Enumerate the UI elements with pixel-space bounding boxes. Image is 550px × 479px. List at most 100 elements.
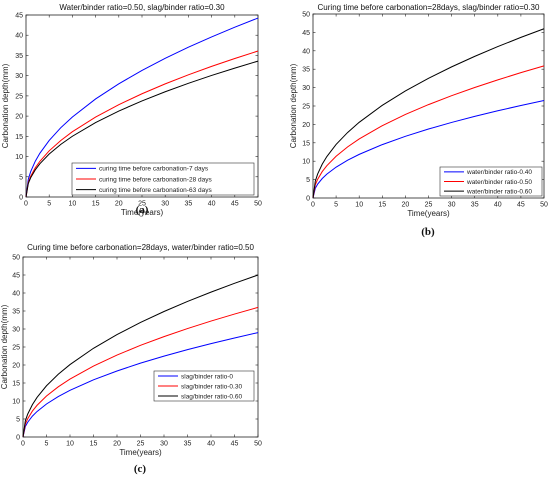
y-tick-label: 30	[15, 73, 23, 80]
x-tick-label: 45	[231, 201, 239, 208]
panel-label: (b)	[421, 226, 435, 238]
legend: water/binder ratio-0.40 water/binder rati…	[439, 166, 543, 197]
legend-box	[71, 162, 255, 196]
x-tick-label: 50	[254, 201, 262, 208]
series-line-3	[22, 274, 259, 438]
x-tick-label: 15	[92, 201, 100, 208]
series-line-1	[25, 17, 259, 198]
legend: curing time before carbonation-7 days cur…	[71, 162, 255, 196]
panel-label: (a)	[136, 204, 149, 216]
chart-title: Water/binder ratio=0.50, slag/binder rat…	[59, 3, 225, 12]
y-tick-label: 35	[302, 67, 310, 74]
y-tick-label: 30	[302, 85, 310, 92]
x-tick-label: 25	[425, 202, 433, 209]
x-tick-label: 35	[471, 202, 479, 209]
x-tick-label: 0	[311, 202, 315, 209]
y-tick-label: 15	[12, 381, 20, 388]
y-tick-label: 45	[302, 30, 310, 37]
y-tick-label: 40	[302, 48, 310, 55]
x-tick-label: 10	[69, 201, 77, 208]
y-tick-label: 40	[15, 33, 23, 40]
y-tick-label: 10	[302, 159, 310, 166]
legend: slag/binder ratio-0 slag/binder ratio-0.3…	[153, 370, 255, 402]
x-tick-label: 0	[21, 441, 25, 448]
y-tick-label: 20	[12, 363, 20, 370]
chart-panel-1: Water/binder ratio=0.50, slag/binder rat…	[1, 3, 262, 217]
y-tick-label: 0	[16, 435, 20, 442]
series-line-2	[312, 65, 545, 199]
chart-title: Curing time before carbonation=28days, s…	[318, 3, 540, 12]
y-tick-label: 5	[16, 417, 20, 424]
x-tick-label: 50	[254, 441, 262, 448]
y-tick-label: 20	[15, 114, 23, 121]
x-tick-label: 35	[185, 201, 193, 208]
x-tick-label: 30	[161, 201, 169, 208]
x-tick-label: 30	[448, 202, 456, 209]
y-tick-label: 0	[306, 196, 310, 203]
legend-entry: water/binder ratio-0.60	[466, 188, 532, 195]
plot-area-frame	[22, 256, 259, 438]
y-tick-label: 25	[12, 345, 20, 352]
y-tick-label: 50	[12, 255, 20, 262]
y-tick-label: 45	[15, 13, 23, 20]
y-tick-label: 40	[12, 291, 20, 298]
x-tick-label: 10	[66, 441, 74, 448]
legend-entry: slag/binder ratio-0	[181, 373, 233, 380]
y-tick-label: 25	[302, 104, 310, 111]
x-tick-label: 25	[138, 201, 146, 208]
x-tick-label: 10	[355, 202, 363, 209]
y-tick-label: 35	[12, 309, 20, 316]
legend-entry: curing time before carbonation-28 days	[99, 176, 212, 183]
panel-label: (c)	[134, 463, 147, 475]
series-line-1	[22, 332, 259, 438]
legend-entry: water/binder ratio-0.50	[466, 179, 532, 186]
chart-panel-3: Curing time before carbonation=28days, w…	[0, 243, 262, 475]
x-tick-label: 20	[113, 441, 121, 448]
x-tick-label: 5	[45, 441, 49, 448]
x-tick-label: 45	[517, 202, 525, 209]
legend-entry: slag/binder ratio-0.60	[181, 393, 242, 400]
x-tick-label: 5	[47, 201, 51, 208]
x-tick-label: 15	[90, 441, 98, 448]
y-tick-label: 5	[306, 177, 310, 184]
x-axis-title: Time(years)	[119, 448, 162, 457]
x-tick-label: 20	[115, 201, 123, 208]
legend-entry: slag/binder ratio-0.30	[181, 383, 242, 390]
y-axis-title: Carbonation depth(mm)	[0, 304, 9, 389]
y-tick-label: 30	[12, 327, 20, 334]
x-tick-label: 15	[378, 202, 386, 209]
chart-title: Curing time before carbonation=28days, w…	[27, 243, 254, 252]
y-tick-label: 25	[15, 93, 23, 100]
x-tick-label: 25	[137, 441, 145, 448]
x-tick-label: 40	[494, 202, 502, 209]
y-tick-label: 50	[302, 12, 310, 19]
series-line-3	[25, 60, 259, 198]
series-line-1	[312, 99, 545, 199]
x-tick-label: 40	[208, 201, 216, 208]
x-tick-label: 45	[231, 441, 239, 448]
x-tick-label: 35	[184, 441, 192, 448]
y-tick-label: 10	[12, 399, 20, 406]
y-tick-label: 10	[15, 154, 23, 161]
y-tick-label: 15	[15, 134, 23, 141]
y-axis-title: Carbonation depth(mm)	[1, 63, 10, 148]
y-tick-label: 45	[12, 273, 20, 280]
legend-entry: curing time before carbonation-63 days	[99, 187, 212, 194]
x-axis-title: Time(years)	[407, 209, 450, 218]
y-tick-label: 20	[302, 122, 310, 129]
y-tick-label: 35	[15, 53, 23, 60]
y-tick-label: 15	[302, 140, 310, 147]
y-tick-label: 0	[19, 195, 23, 202]
x-axis-title: Time(years)	[121, 208, 164, 217]
legend-entry: curing time before carbonation-7 days	[99, 166, 209, 173]
y-axis-title: Carbonation depth(mm)	[289, 63, 298, 148]
x-tick-label: 0	[24, 201, 28, 208]
x-tick-label: 30	[160, 441, 168, 448]
y-tick-label: 5	[19, 174, 23, 181]
x-tick-label: 20	[402, 202, 410, 209]
series-line-3	[312, 28, 545, 199]
x-tick-label: 50	[540, 202, 548, 209]
legend-entry: water/binder ratio-0.40	[466, 169, 532, 176]
x-tick-label: 40	[207, 441, 215, 448]
